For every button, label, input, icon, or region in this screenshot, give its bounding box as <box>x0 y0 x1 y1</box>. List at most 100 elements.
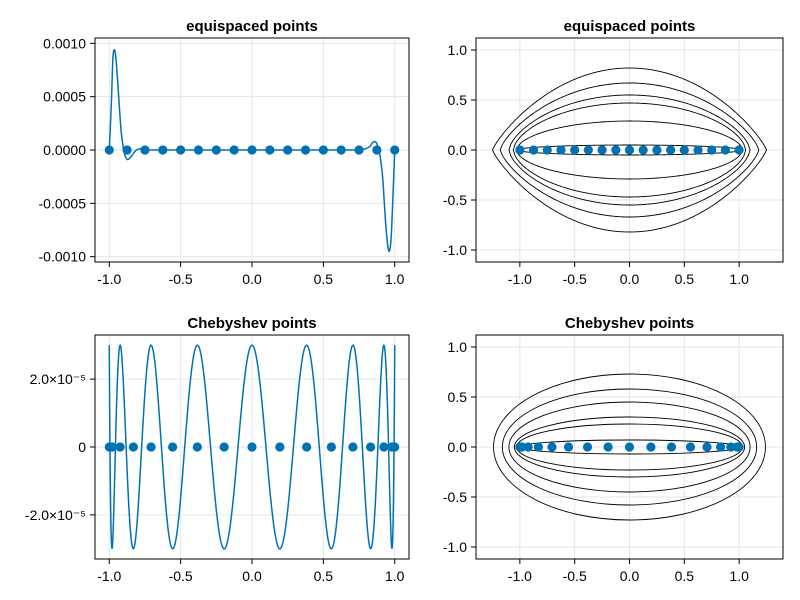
contour-curve-4 <box>508 401 751 493</box>
plot-area <box>491 67 768 233</box>
panel-equi-contours: -1.0 -0.5 0.0 0.5 1.0 -1.0 -0.5 0.0 0.5 1.0 equisp… <box>443 18 784 287</box>
x-tick-label: -1.0 <box>97 568 121 584</box>
y-tick-label: 0.0000 <box>43 142 86 158</box>
data-point <box>666 145 676 155</box>
data-point <box>390 145 400 155</box>
data-point <box>685 442 696 452</box>
data-point <box>300 145 311 155</box>
contour-curve-3 <box>512 102 747 198</box>
data-point <box>611 145 621 155</box>
data-point <box>107 442 117 452</box>
y-tick-label: -2.0×10⁻⁵ <box>25 507 86 523</box>
data-point <box>176 145 186 155</box>
contour-curve-6 <box>491 67 768 233</box>
data-point <box>523 442 533 452</box>
chart-title: equispaced points <box>564 18 696 35</box>
data-point <box>582 442 593 452</box>
data-point <box>247 442 257 452</box>
data-point <box>716 442 726 452</box>
x-tick-label: 0.5 <box>314 271 334 287</box>
contour-curve-3 <box>513 416 746 478</box>
data-point <box>348 442 358 452</box>
data-point <box>354 145 364 155</box>
contour-curve-4 <box>508 94 751 206</box>
data-point <box>140 145 150 155</box>
axes: -1.0 -0.5 0.0 0.5 1.0 -1.0 -0.5 0.0 0.5 1.0 <box>443 339 749 584</box>
axes: -1.0 -0.5 0.0 0.5 1.0 -1.0 -0.5 0.0 0.5 1.0 <box>443 42 749 287</box>
x-tick-label: 0.5 <box>675 568 695 584</box>
x-tick-label: 0.0 <box>620 271 640 287</box>
data-point <box>679 145 689 155</box>
chart-title: Chebyshev points <box>565 315 694 332</box>
data-point <box>666 442 677 452</box>
x-tick-label: 1.0 <box>385 271 405 287</box>
data-point <box>390 442 400 452</box>
interpolation-points <box>515 442 744 452</box>
data-point <box>638 145 648 155</box>
data-point <box>146 442 156 452</box>
y-tick-label: -0.5 <box>443 192 467 208</box>
data-point <box>563 442 574 452</box>
y-tick-label: 0.0005 <box>43 89 86 105</box>
y-tick-label: 1.0 <box>448 42 468 58</box>
data-point <box>366 442 376 452</box>
interpolation-points <box>104 145 400 155</box>
data-point <box>646 442 656 452</box>
data-point <box>122 145 132 155</box>
y-tick-label: 1.0 <box>448 339 468 355</box>
chart-title: Chebyshev points <box>187 315 316 332</box>
y-tick-label: -1.0 <box>443 242 467 258</box>
axes: -1.0 -0.5 0.0 0.5 1.0 -0.0010 -0.0005 0.0000 0.0… <box>39 35 405 287</box>
data-point <box>229 145 239 155</box>
data-point <box>192 442 202 452</box>
data-point <box>275 442 285 452</box>
data-point <box>193 145 204 155</box>
data-point <box>168 442 178 452</box>
data-point <box>542 145 552 155</box>
data-point <box>734 442 744 452</box>
panel-cheb-contours: -1.0 -0.5 0.0 0.5 1.0 -1.0 -0.5 0.0 0.5 1.0 Chebys… <box>443 315 784 584</box>
data-point <box>707 145 717 155</box>
x-tick-label: -1.0 <box>97 271 121 287</box>
plot-area <box>493 373 766 521</box>
data-point <box>547 442 557 452</box>
data-point <box>652 145 662 155</box>
data-point <box>515 145 525 155</box>
x-tick-label: -0.5 <box>563 568 587 584</box>
x-tick-label: 1.0 <box>729 568 749 584</box>
data-point <box>211 145 221 155</box>
x-tick-label: 0.0 <box>620 568 640 584</box>
plot-area <box>104 48 400 253</box>
data-point <box>318 145 328 155</box>
data-point <box>158 145 168 155</box>
interpolation-points <box>104 442 400 452</box>
x-tick-label: 0.0 <box>242 271 262 287</box>
x-tick-label: -1.0 <box>508 568 532 584</box>
data-point <box>624 442 635 452</box>
axes-frame <box>475 334 784 560</box>
data-point <box>583 145 593 155</box>
data-point <box>128 442 138 452</box>
x-tick-label: 1.0 <box>729 271 749 287</box>
y-tick-label: 2.0×10⁻⁵ <box>30 371 86 387</box>
data-point <box>115 442 125 452</box>
y-tick-label: 0.5 <box>448 92 468 108</box>
data-point <box>528 145 539 155</box>
axes-frame <box>94 334 410 560</box>
contour-curve-6 <box>493 373 766 521</box>
data-point <box>603 442 613 452</box>
x-tick-label: 0.0 <box>242 568 262 584</box>
x-tick-label: -1.0 <box>508 271 532 287</box>
data-point <box>302 442 312 452</box>
contour-curve-5 <box>501 388 758 506</box>
data-point <box>624 145 635 155</box>
x-tick-label: -0.5 <box>169 568 193 584</box>
plot-area <box>104 344 400 550</box>
data-point <box>720 145 731 155</box>
interpolation-points <box>515 145 744 155</box>
x-tick-label: 0.5 <box>314 568 334 584</box>
data-point <box>570 145 580 155</box>
axes: -1.0 -0.5 0.0 0.5 1.0 -2.0×10⁻⁵ 0 2.0×10⁻⁵ <box>25 371 405 584</box>
data-point <box>219 442 229 452</box>
